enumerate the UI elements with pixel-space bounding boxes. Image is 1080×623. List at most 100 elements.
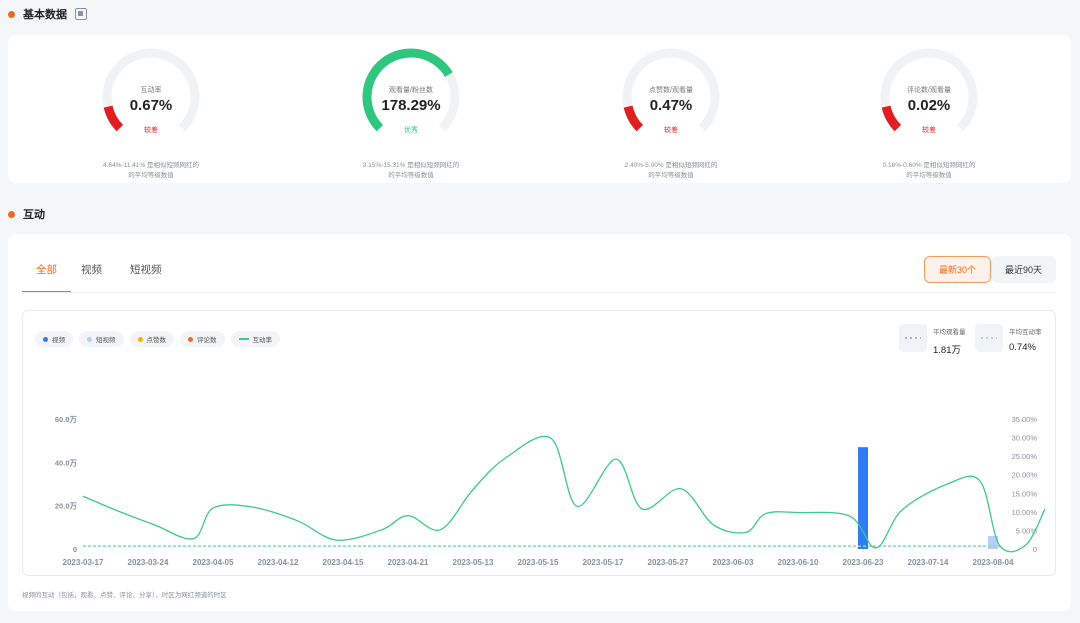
- x-axis-date-label: 2023-04-21: [388, 558, 429, 567]
- legend-short-video[interactable]: 短视频: [79, 331, 124, 347]
- gauge-note-line: 的平均等级数值: [128, 172, 174, 179]
- basic-data-title: 基本数据: [23, 9, 67, 21]
- left-axis-tick: 0: [73, 545, 77, 554]
- basic-data-header: 基本数据: [8, 6, 87, 22]
- content-type-tabs: 全部 视频 短视频: [22, 262, 176, 293]
- gauge-rating: 较差: [144, 127, 158, 134]
- range-toggle: 最新30个 最近90天: [923, 256, 1056, 283]
- latest-30-button[interactable]: 最新30个: [923, 256, 991, 283]
- left-axis-tick: 60.0万: [55, 415, 78, 424]
- last-90-days-button[interactable]: 最近90天: [990, 256, 1056, 283]
- legend-likes[interactable]: 点赞数: [129, 331, 174, 347]
- legend-label: 互动率: [252, 337, 273, 344]
- average-rate-label: 平均互动率: [1009, 329, 1042, 336]
- right-axis-tick: 20.00%: [1012, 471, 1038, 480]
- legend-label: 点赞数: [146, 337, 167, 344]
- gauge-note-line: 0.16%-0.60% 是相似短频网红的: [882, 162, 976, 169]
- x-axis-date-label: 2023-04-15: [323, 558, 364, 567]
- x-axis-date-label: 2023-05-15: [518, 558, 559, 567]
- gauge-note: 2.40%-5.00% 是相似短频网红的 的平均等级数值: [581, 161, 761, 181]
- gauge-note-line: 2.40%-5.00% 是相似短频网红的: [624, 162, 718, 169]
- basic-data-card: 互动率 0.67% 较差 4.64%-11.41% 是相似短频网红的 的平均等级…: [8, 35, 1071, 183]
- gauge-fill: [881, 105, 902, 132]
- left-axis-tick: 20.0万: [55, 502, 78, 511]
- average-views-box: 平均观看量 1.81万: [899, 324, 966, 356]
- tab-short-video[interactable]: 短视频: [130, 264, 162, 276]
- interaction-title: 互动: [23, 209, 45, 221]
- gauge-track: [102, 48, 200, 132]
- gauge-note: 3.15%-15.31% 是相似短频网红的 的平均等级数值: [321, 161, 501, 181]
- average-views-label: 平均观看量: [933, 329, 966, 336]
- interaction-chart-panel: 视频 短视频 点赞数 评论数 互动率 平均观看量 1.81万 平均互动率 0.7…: [22, 310, 1056, 576]
- bar-video: [858, 447, 868, 549]
- gauge-fill: [103, 105, 124, 132]
- x-axis-date-label: 2023-07-14: [908, 558, 949, 567]
- gauge-label: 互动率: [140, 87, 162, 94]
- right-axis-tick: 15.00%: [1012, 489, 1038, 498]
- gauge-track: [880, 48, 978, 132]
- x-axis-date-label: 2023-04-05: [193, 558, 234, 567]
- gauge-value: 0.02%: [907, 97, 951, 114]
- info-book-icon[interactable]: [75, 8, 87, 20]
- average-rate-value: 0.74%: [1009, 342, 1036, 353]
- right-axis-tick: 10.00%: [1012, 508, 1038, 517]
- legend-swatch: [238, 338, 249, 340]
- x-axis-date-label: 2023-06-03: [713, 558, 754, 567]
- section-dot-icon: [8, 10, 15, 18]
- legend-swatch: [43, 336, 48, 342]
- interaction-header: 互动: [8, 206, 45, 222]
- gauge-fill: [362, 48, 453, 132]
- gauge-note: 0.16%-0.60% 是相似短频网红的 的平均等级数值: [839, 161, 1019, 181]
- gauge-note-line: 4.64%-11.41% 是相似短频网红的: [103, 162, 199, 169]
- average-views-value: 1.81万: [933, 345, 961, 356]
- chart-legend: 视频 短视频 点赞数 评论数 互动率: [35, 331, 280, 347]
- gauge-rating: 较差: [664, 127, 678, 134]
- right-axis-tick: 5.00%: [1016, 526, 1038, 535]
- gauge-arc: [102, 48, 200, 132]
- legend-comments[interactable]: 评论数: [180, 331, 225, 347]
- tab-video[interactable]: 视频: [81, 264, 102, 276]
- x-axis-date-label: 2023-05-27: [648, 558, 689, 567]
- gauge-label: 观看量/粉丝数: [389, 87, 433, 94]
- right-axis-tick: 30.00%: [1012, 434, 1038, 443]
- tabs-divider: [22, 292, 1056, 293]
- legend-swatch: [87, 336, 92, 342]
- x-axis-date-label: 2023-05-13: [453, 558, 494, 567]
- legend-label: 评论数: [197, 337, 217, 344]
- gauge-note-line: 的平均等级数值: [388, 172, 434, 179]
- gauge-arc: [362, 48, 460, 132]
- right-axis-tick: 35.00%: [1012, 415, 1038, 424]
- x-axis-date-label: 2023-04-12: [258, 558, 299, 567]
- x-axis-date-label: 2023-05-17: [583, 558, 624, 567]
- right-axis-tick: 0: [1033, 545, 1037, 554]
- average-rate-box: 平均互动率 0.74%: [975, 324, 1042, 353]
- gauge-note-line: 3.15%-15.31% 是相似短频网红的: [362, 162, 460, 169]
- engagement-rate-line: [82, 435, 1046, 553]
- gauge-rating: 较差: [922, 127, 936, 134]
- gauge-value: 0.47%: [649, 97, 693, 114]
- legend-label: 短视频: [96, 337, 116, 344]
- gauge-arc: [880, 48, 978, 132]
- legend-swatch: [137, 336, 143, 342]
- gauge-value: 178.29%: [381, 97, 441, 114]
- gauge-note: 4.64%-11.41% 是相似短频网红的 的平均等级数值: [61, 161, 241, 181]
- dashed-line-icon: [975, 324, 1003, 352]
- gauge-note-line: 的平均等级数值: [906, 172, 952, 179]
- interaction-chart: 0 20.0万 40.0万 60.0万 0 5.00% 10.00% 15.00% 20.00%…: [55, 415, 1046, 567]
- gauge-rating: 优秀: [404, 127, 418, 134]
- legend-engagement-rate[interactable]: 互动率: [230, 331, 280, 347]
- gauge-arc: [622, 48, 720, 132]
- gauge-note-line: 的平均等级数值: [648, 172, 694, 179]
- gauge-label: 点赞数/观看量: [649, 87, 693, 94]
- legend-video[interactable]: 视频: [35, 331, 73, 347]
- chart-footnote: 视频的互动（包括，观看、点赞、评论、分享），时区为网红频道的时区: [22, 592, 227, 599]
- bar-short-video: [988, 536, 998, 549]
- gauge-value: 0.67%: [129, 97, 173, 114]
- gauge-track: [622, 48, 720, 132]
- x-axis-date-label: 2023-06-23: [843, 558, 884, 567]
- section-dot-icon: [8, 210, 15, 218]
- left-axis-tick: 40.0万: [55, 458, 78, 467]
- tab-all[interactable]: 全部: [22, 262, 71, 293]
- gauge-label: 评论数/观看量: [907, 87, 951, 94]
- x-axis-date-label: 2023-08-04: [973, 558, 1014, 567]
